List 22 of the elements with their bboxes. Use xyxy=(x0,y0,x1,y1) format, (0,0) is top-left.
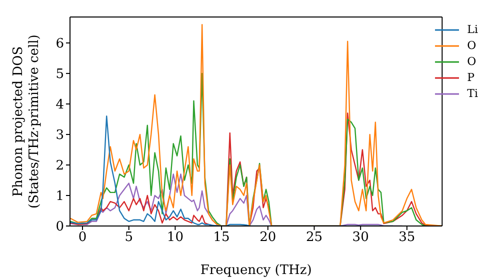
y-tick-label: 2 xyxy=(56,158,64,174)
x-tick-label: 10 xyxy=(166,230,184,246)
legend-label: O xyxy=(467,39,476,53)
legend-label: Ti xyxy=(467,87,478,101)
y-tick-label: 5 xyxy=(56,67,64,82)
x-tick-label: 0 xyxy=(78,230,87,246)
y-axis-title: Phonon projected DOS (States/THz·primitive cell) xyxy=(11,34,42,209)
x-tick-label: 5 xyxy=(124,230,133,246)
x-tick-label: 25 xyxy=(306,230,323,246)
legend-label: Li xyxy=(467,23,478,37)
legend-label: P xyxy=(467,71,475,85)
x-axis-title: Frequency (THz) xyxy=(200,263,312,278)
x-tick-label: 30 xyxy=(352,230,369,246)
legend-label: O xyxy=(467,55,476,69)
x-tick-label: 20 xyxy=(260,230,276,246)
y-tick-label: 6 xyxy=(56,36,64,52)
x-tick-label: 35 xyxy=(398,230,416,246)
y-tick-label: 3 xyxy=(56,128,64,144)
x-tick-label: 15 xyxy=(213,230,230,246)
y-tick-label: 4 xyxy=(56,98,64,113)
y-tick-label: 0 xyxy=(56,220,64,235)
y-tick-label: 1 xyxy=(56,189,64,204)
